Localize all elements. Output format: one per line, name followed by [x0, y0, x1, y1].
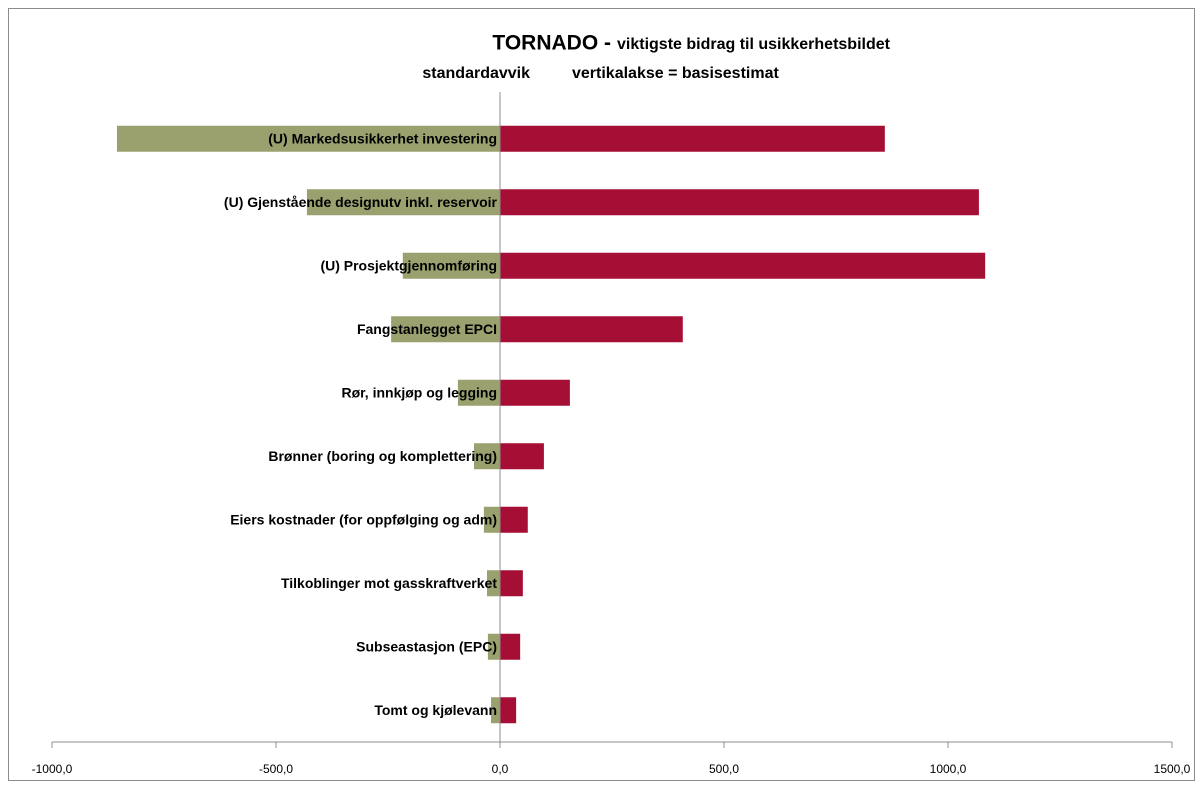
chart-title: TORNADO - — [492, 32, 611, 55]
bar — [500, 506, 528, 533]
chart-frame — [8, 8, 1195, 781]
bar — [500, 697, 517, 724]
category-label: Tomt og kjølevann — [374, 702, 497, 718]
category-label: (U) Markedsusikkerhet investering — [268, 130, 497, 146]
bar — [491, 697, 500, 724]
bar — [500, 316, 683, 343]
category-label: (U) Gjenstående designutv inkl. reservoi… — [224, 194, 498, 210]
category-label: Subseastasjon (EPC) — [356, 638, 497, 654]
bar — [487, 633, 500, 660]
x-tick-label: -500,0 — [259, 762, 293, 776]
chart-subtitle: viktigste bidrag til usikkerhetsbildet — [617, 36, 891, 53]
category-label: Eiers kostnader (for oppfølging og adm) — [230, 511, 497, 527]
category-label: (U) Prosjektgjennomføring — [320, 257, 497, 273]
category-label: Brønner (boring og komplettering) — [268, 448, 497, 464]
bar — [500, 252, 986, 279]
x-tick-label: 0,0 — [492, 762, 509, 776]
bar — [500, 379, 570, 406]
bar — [306, 189, 500, 216]
chart-subtitle: standardavvik — [422, 65, 530, 82]
bar — [500, 633, 521, 660]
bar — [500, 189, 979, 216]
bar — [500, 443, 544, 470]
bar — [487, 570, 500, 597]
category-label: Rør, innkjøp og legging — [341, 384, 497, 400]
category-label: Fangstanlegget EPCI — [357, 321, 497, 337]
bar — [474, 443, 500, 470]
x-tick-label: 500,0 — [709, 762, 739, 776]
x-tick-label: 1000,0 — [930, 762, 967, 776]
x-tick-label: -1000,0 — [32, 762, 73, 776]
x-tick-label: 1500,0 — [1154, 762, 1191, 776]
bar — [500, 570, 523, 597]
bar — [116, 125, 501, 152]
category-label: Tilkoblinger mot gasskraftverket — [281, 575, 497, 591]
bar — [500, 125, 885, 152]
bar — [483, 506, 500, 533]
chart-subtitle: vertikalakse = basisestimat — [572, 65, 779, 82]
bar — [402, 252, 500, 279]
bar — [391, 316, 500, 343]
bar — [457, 379, 500, 406]
